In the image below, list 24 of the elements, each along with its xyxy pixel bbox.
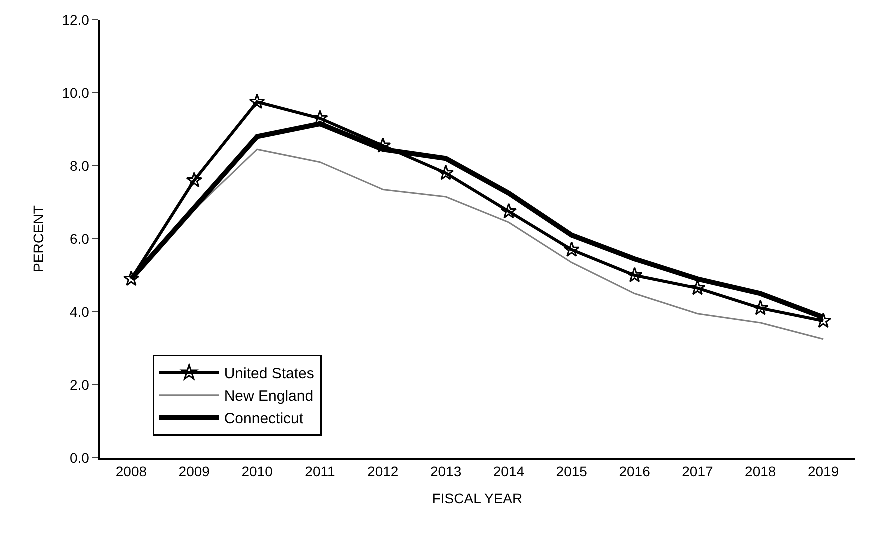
x-tick-label: 2009	[178, 464, 210, 480]
y-tick-label: 4.0	[70, 304, 90, 320]
x-tick-label: 2011	[305, 464, 336, 480]
y-axis-title: PERCENT	[30, 205, 46, 272]
legend-label: Connecticut	[224, 410, 304, 428]
x-tick-label: 2013	[430, 464, 462, 480]
y-tick-label: 2.0	[70, 376, 90, 393]
legend-label: United States	[224, 366, 314, 383]
y-tick-label: 6.0	[70, 230, 90, 247]
y-tick-label: 8.0	[70, 158, 90, 174]
x-tick-label: 2015	[556, 464, 588, 480]
x-tick-label: 2018	[745, 464, 776, 480]
y-tick-label: 12.0	[62, 12, 90, 28]
x-tick-label: 2014	[493, 464, 525, 480]
legend-label: New England	[224, 388, 314, 406]
x-tick-label: 2016	[619, 464, 651, 480]
x-tick-label: 2017	[682, 464, 714, 480]
x-tick-label: 2010	[242, 464, 274, 480]
x-axis-title: FISCAL YEAR	[432, 490, 523, 506]
x-tick-label: 2012	[368, 464, 399, 480]
x-tick-label: 2008	[116, 464, 148, 480]
y-tick-label: 10.0	[62, 84, 90, 101]
y-tick-label: 0.0	[70, 450, 90, 466]
x-tick-label: 2019	[808, 464, 840, 480]
